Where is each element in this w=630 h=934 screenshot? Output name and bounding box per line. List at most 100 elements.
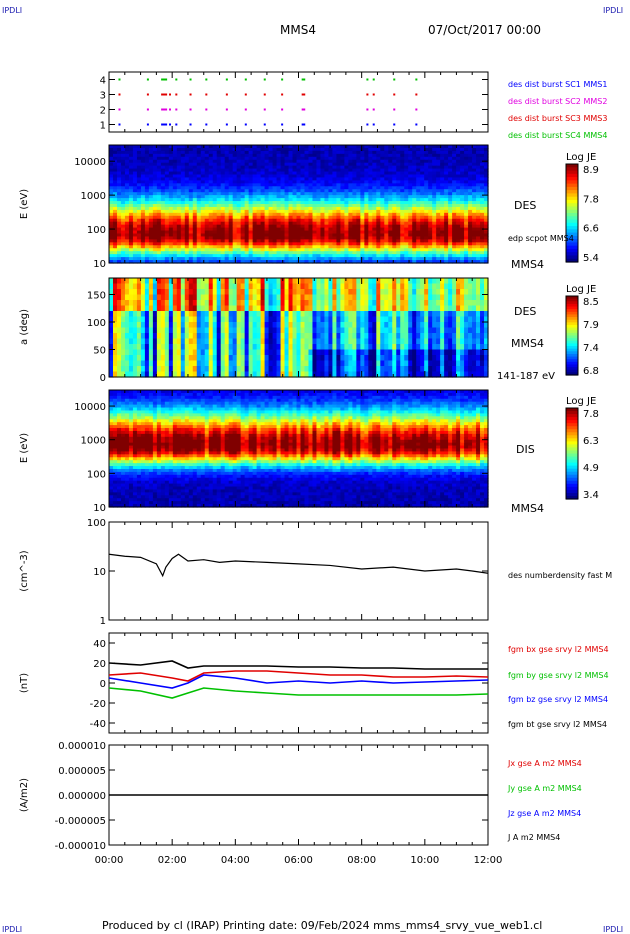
- heatmap-cell: [156, 283, 162, 290]
- heatmap-cell: [216, 294, 222, 301]
- heatmap-cell: [404, 305, 409, 312]
- heatmap-cell: [408, 294, 413, 301]
- heatmap-cell: [256, 322, 262, 329]
- heatmap-cell: [480, 305, 485, 312]
- heatmap-cell: [140, 278, 146, 285]
- heatmap-cell: [380, 283, 385, 290]
- heatmap-cell: [200, 294, 206, 301]
- heatmap-cell: [296, 289, 302, 296]
- heatmap-cell: [192, 289, 198, 296]
- heatmap-cell: [376, 289, 381, 296]
- heatmap-cell: [156, 278, 162, 285]
- heatmap-cell: [156, 316, 162, 323]
- heatmap-cell: [216, 327, 222, 334]
- heatmap-cell: [460, 316, 465, 323]
- heatmap-cell: [128, 322, 134, 329]
- heatmap-cell: [320, 305, 326, 312]
- corner-label-bottom-left: IPDLI: [2, 925, 22, 934]
- heatmap-cell: [352, 322, 357, 329]
- burst-mark: [281, 123, 284, 126]
- heatmap-cell: [468, 300, 473, 307]
- heatmap-cell: [196, 316, 202, 323]
- heatmap-cell: [388, 316, 393, 323]
- heatmap-cell: [456, 327, 461, 334]
- heatmap-cell: [244, 283, 250, 290]
- heatmap-cell: [268, 322, 274, 329]
- heatmap-cell: [476, 294, 481, 301]
- heatmap-cell: [180, 300, 186, 307]
- heatmap-cell: [468, 316, 473, 323]
- heatmap-cell: [296, 316, 302, 323]
- heatmap-cell: [380, 322, 385, 329]
- heatmap-cell: [288, 316, 294, 323]
- heatmap-cell: [348, 305, 353, 312]
- heatmap-cell: [336, 316, 341, 323]
- heatmap-cell: [132, 294, 138, 301]
- y-tick-label: 3: [100, 91, 106, 102]
- heatmap-cell: [176, 278, 182, 285]
- heatmap-cell: [224, 283, 230, 290]
- heatmap-cell: [396, 289, 401, 296]
- heatmap-cell: [356, 305, 361, 312]
- heatmap-cell: [168, 311, 174, 318]
- heatmap-cell: [400, 283, 405, 290]
- heatmap-cell: [344, 322, 349, 329]
- y-tick-label: 10000: [74, 157, 106, 168]
- heatmap-cell: [156, 322, 162, 329]
- heatmap-cell: [208, 305, 214, 312]
- heatmap-cell: [468, 327, 473, 334]
- heatmap-cell: [312, 327, 318, 334]
- heatmap-cell: [352, 294, 357, 301]
- heatmap-cell: [272, 316, 278, 323]
- heatmap-cell: [224, 289, 230, 296]
- heatmap-cell: [308, 278, 314, 285]
- burst-mark: [366, 93, 369, 96]
- heatmap-cell: [180, 327, 186, 334]
- heatmap-cell: [416, 300, 421, 307]
- heatmap-cell: [332, 300, 337, 307]
- heatmap-cell: [444, 311, 449, 318]
- burst-mark: [118, 123, 121, 126]
- heatmap-cell: [188, 283, 194, 290]
- heatmap-cell: [436, 305, 441, 312]
- heatmap-cell: [348, 300, 353, 307]
- heatmap-cell: [268, 283, 274, 290]
- heatmap-cell: [300, 327, 306, 334]
- heatmap-cell: [240, 305, 246, 312]
- heatmap-cell: [148, 294, 154, 301]
- heatmap-cell: [140, 311, 146, 318]
- heatmap-cell: [356, 283, 361, 290]
- burst-mark: [263, 123, 266, 126]
- heatmap-cell: [188, 294, 194, 301]
- heatmap-cell: [120, 322, 126, 329]
- heatmap-cell: [180, 289, 186, 296]
- heatmap-cell: [448, 316, 453, 323]
- heatmap-cell: [376, 322, 381, 329]
- heatmap-cell: [400, 289, 405, 296]
- heatmap-cell: [432, 289, 437, 296]
- heatmap-cell: [164, 311, 170, 318]
- heatmap-cell: [364, 305, 369, 312]
- heatmap-cell: [356, 327, 361, 334]
- heatmap-cell: [244, 327, 250, 334]
- heatmap-cell: [264, 327, 270, 334]
- burst-mark: [175, 78, 178, 81]
- heatmap-cell: [448, 322, 453, 329]
- heatmap-cell: [200, 316, 206, 323]
- heatmap-cell: [208, 322, 214, 329]
- heatmap-cell: [236, 283, 242, 290]
- heatmap-cell: [380, 300, 385, 307]
- heatmap-cell: [300, 300, 306, 307]
- heatmap-cell: [296, 327, 302, 334]
- heatmap-cell: [244, 300, 250, 307]
- heatmap-cell: [116, 305, 122, 312]
- heatmap-cell: [312, 322, 318, 329]
- heatmap-cell: [360, 327, 365, 334]
- heatmap-cell: [288, 311, 294, 318]
- heatmap-cell: [316, 327, 322, 334]
- heatmap-cell: [200, 327, 206, 334]
- heatmap-cell: [396, 322, 401, 329]
- heatmap-cell: [288, 278, 294, 285]
- heatmap-cell: [368, 278, 373, 285]
- heatmap-cell: [120, 316, 126, 323]
